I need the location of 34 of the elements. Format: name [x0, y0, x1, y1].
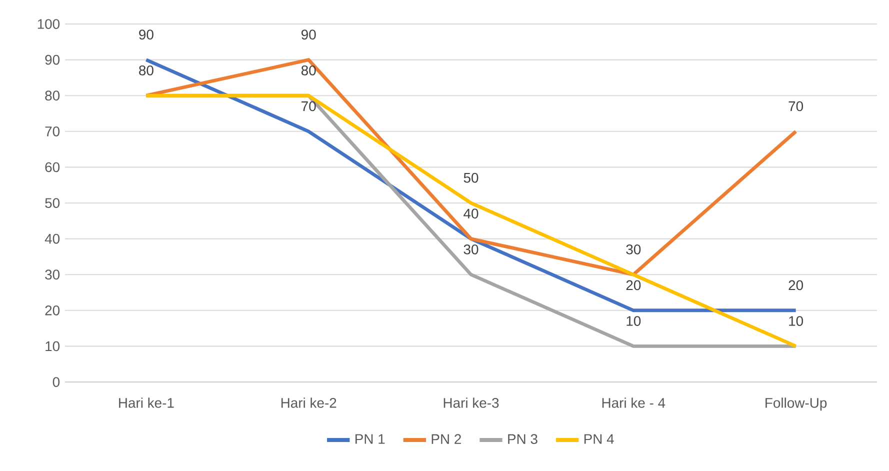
y-tick-label: 10 [46, 341, 60, 352]
legend-label: PN 3 [508, 434, 538, 444]
y-tick-label: 20 [45, 305, 60, 316]
x-tick-label: Hari ke - 4 [602, 398, 666, 408]
legend-label: PN 1 [356, 434, 385, 444]
y-tick-label: 0 [52, 377, 60, 387]
y-tick-label: 60 [45, 162, 60, 172]
data-label: 10 [626, 316, 641, 326]
data-label: 10 [789, 316, 804, 326]
y-tick-label: 30 [45, 270, 60, 280]
data-label: 90 [139, 30, 154, 40]
data-label: 70 [302, 101, 316, 112]
legend-label: PN 4 [584, 434, 614, 444]
y-tick-label: 90 [45, 54, 60, 65]
data-label: 30 [626, 244, 641, 254]
data-label: 80 [301, 65, 316, 76]
x-tick-label: Hari ke-3 [444, 398, 499, 408]
data-label: 90 [301, 30, 316, 40]
data-label: 50 [464, 172, 478, 183]
y-tick-label: 40 [44, 234, 60, 244]
data-label: 20 [788, 280, 804, 290]
data-label: 40 [464, 208, 478, 219]
x-tick-label: Follow-Up [766, 398, 827, 411]
y-tick-label: 50 [45, 198, 60, 208]
data-label: 20 [626, 280, 641, 290]
legend-label: PN 2 [432, 434, 461, 444]
data-label: 80 [139, 65, 154, 76]
x-tick-label: Hari ke-2 [281, 398, 336, 408]
data-label: 70 [788, 101, 804, 112]
data-label: 30 [464, 244, 478, 254]
y-tick-label: 100 [38, 19, 60, 29]
x-tick-label: Hari ke-1 [119, 398, 174, 408]
y-tick-label: 80 [45, 90, 60, 101]
y-tick-label: 70 [45, 126, 60, 136]
